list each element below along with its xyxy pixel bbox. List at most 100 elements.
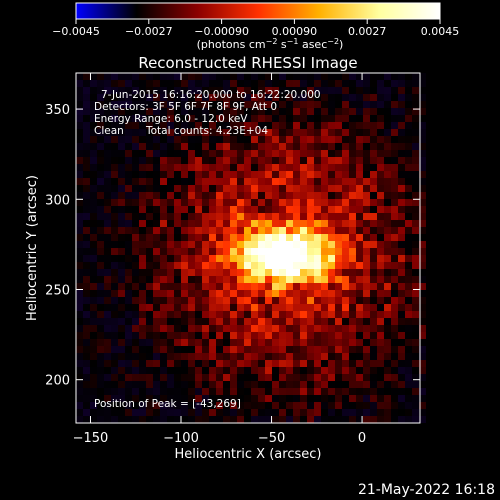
heatmap-cell xyxy=(111,171,118,178)
heatmap-cell xyxy=(335,136,342,143)
heatmap-cell xyxy=(398,199,405,206)
heatmap-cell xyxy=(279,269,286,276)
heatmap-cell xyxy=(167,332,174,339)
heatmap-cell xyxy=(76,374,83,381)
heatmap-cell xyxy=(328,367,335,374)
heatmap-cell xyxy=(237,171,244,178)
heatmap-cell xyxy=(111,318,118,325)
heatmap-cell xyxy=(279,171,286,178)
heatmap-cell xyxy=(111,241,118,248)
heatmap-cell xyxy=(384,297,391,304)
heatmap-cell xyxy=(251,325,258,332)
heatmap-cell xyxy=(300,80,307,87)
heatmap-cell xyxy=(258,185,265,192)
heatmap-cell xyxy=(419,367,426,374)
heatmap-cell xyxy=(83,199,90,206)
heatmap-cell xyxy=(272,248,279,255)
heatmap-cell xyxy=(272,262,279,269)
heatmap-cell xyxy=(251,129,258,136)
heatmap-cell xyxy=(293,409,300,416)
heatmap-cell xyxy=(356,332,363,339)
heatmap-cell xyxy=(300,255,307,262)
heatmap-cell xyxy=(132,248,139,255)
heatmap-cell xyxy=(370,311,377,318)
heatmap-cell xyxy=(314,416,321,423)
heatmap-cell xyxy=(209,346,216,353)
heatmap-cell xyxy=(76,325,83,332)
heatmap-cell xyxy=(286,367,293,374)
heatmap-cell xyxy=(97,122,104,129)
heatmap-cell xyxy=(230,171,237,178)
heatmap-cell xyxy=(167,262,174,269)
heatmap-cell xyxy=(321,108,328,115)
heatmap-cell xyxy=(153,269,160,276)
heatmap-cell xyxy=(384,234,391,241)
heatmap-cell xyxy=(286,150,293,157)
heatmap-cell xyxy=(328,332,335,339)
heatmap-cell xyxy=(111,94,118,101)
heatmap-cell xyxy=(342,206,349,213)
heatmap-cell xyxy=(202,185,209,192)
heatmap-cell xyxy=(279,241,286,248)
heatmap-cell xyxy=(181,73,188,80)
heatmap-cell xyxy=(293,164,300,171)
y-tick-label: 200 xyxy=(45,374,70,389)
heatmap-cell xyxy=(391,192,398,199)
heatmap-cell xyxy=(209,248,216,255)
heatmap-cell xyxy=(104,353,111,360)
heatmap-cell xyxy=(209,101,216,108)
heatmap-cell xyxy=(153,409,160,416)
heatmap-cell xyxy=(293,94,300,101)
heatmap-cell xyxy=(314,374,321,381)
heatmap-cell xyxy=(146,409,153,416)
heatmap-cell xyxy=(118,290,125,297)
heatmap-cell xyxy=(216,248,223,255)
heatmap-cell xyxy=(237,388,244,395)
heatmap-cell xyxy=(83,255,90,262)
heatmap-cell xyxy=(230,255,237,262)
heatmap-cell xyxy=(342,122,349,129)
heatmap-cell xyxy=(251,94,258,101)
heatmap-cell xyxy=(209,409,216,416)
heatmap-cell xyxy=(265,346,272,353)
heatmap-cell xyxy=(160,164,167,171)
heatmap-cell xyxy=(370,136,377,143)
heatmap-cell xyxy=(405,220,412,227)
heatmap-cell xyxy=(384,206,391,213)
heatmap-cell xyxy=(237,94,244,101)
heatmap-cell xyxy=(328,353,335,360)
heatmap-cell xyxy=(76,185,83,192)
heatmap-cell xyxy=(181,157,188,164)
heatmap-cell xyxy=(398,220,405,227)
heatmap-cell xyxy=(335,367,342,374)
heatmap-cell xyxy=(216,80,223,87)
heatmap-cell xyxy=(391,388,398,395)
heatmap-cell xyxy=(391,297,398,304)
heatmap-cell xyxy=(223,339,230,346)
heatmap-cell xyxy=(356,241,363,248)
heatmap-cell xyxy=(76,234,83,241)
heatmap-cell xyxy=(272,409,279,416)
heatmap-cell xyxy=(363,143,370,150)
heatmap-cell xyxy=(195,360,202,367)
heatmap-cell xyxy=(307,276,314,283)
heatmap-cell xyxy=(188,73,195,80)
heatmap-cell xyxy=(321,164,328,171)
heatmap-cell xyxy=(300,101,307,108)
heatmap-cell xyxy=(244,374,251,381)
heatmap-cell xyxy=(328,136,335,143)
heatmap-cell xyxy=(265,220,272,227)
heatmap-cell xyxy=(300,381,307,388)
heatmap-cell xyxy=(167,185,174,192)
heatmap-cell xyxy=(370,234,377,241)
heatmap-cell xyxy=(293,206,300,213)
heatmap-cell xyxy=(286,360,293,367)
heatmap-cell xyxy=(216,360,223,367)
heatmap-cell xyxy=(412,150,419,157)
heatmap-cell xyxy=(356,374,363,381)
heatmap-cell xyxy=(104,227,111,234)
heatmap-cell xyxy=(412,199,419,206)
heatmap-cell xyxy=(202,199,209,206)
heatmap-cell xyxy=(202,381,209,388)
heatmap-cell xyxy=(265,136,272,143)
